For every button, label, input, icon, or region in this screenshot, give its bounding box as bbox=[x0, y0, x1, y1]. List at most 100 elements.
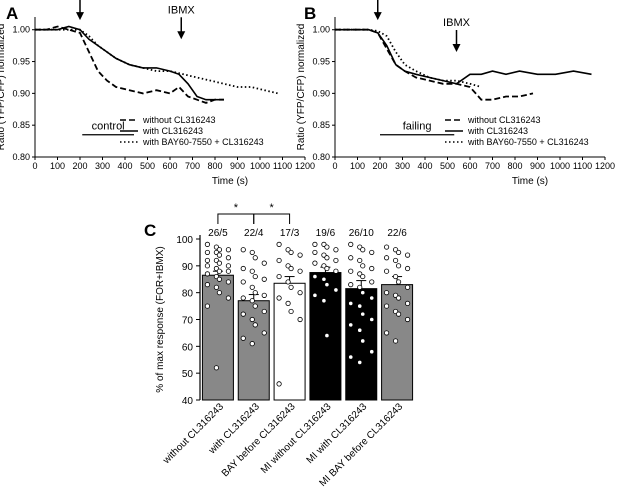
x-tick-label: 100 bbox=[350, 161, 365, 171]
data-point bbox=[216, 276, 223, 282]
data-point bbox=[360, 247, 366, 253]
x-tick-label: 800 bbox=[207, 161, 222, 171]
x-tick-label: 600 bbox=[162, 161, 177, 171]
data-point bbox=[204, 271, 211, 277]
x-tick-label: 600 bbox=[462, 161, 477, 171]
data-point bbox=[225, 255, 232, 261]
data-point bbox=[369, 279, 375, 285]
x-tick-label: 300 bbox=[95, 161, 110, 171]
data-point bbox=[383, 290, 390, 296]
data-point bbox=[312, 292, 318, 298]
n-label-5: 26/10 bbox=[349, 228, 374, 239]
data-point bbox=[252, 303, 258, 309]
data-point bbox=[348, 241, 354, 247]
data-point bbox=[249, 284, 255, 290]
x-tick-label: 0 bbox=[32, 161, 37, 171]
legend-entry-3: with BAY60-7550 + CL316243 bbox=[142, 137, 264, 147]
data-point bbox=[383, 330, 390, 336]
series-line-3 bbox=[35, 28, 279, 95]
significance-star-2: * bbox=[270, 202, 275, 214]
category-label-4: MI without CL316243 bbox=[259, 401, 334, 476]
data-point bbox=[213, 365, 220, 371]
data-point bbox=[297, 268, 303, 274]
annotation-arrow-head bbox=[452, 44, 461, 52]
data-point bbox=[357, 359, 363, 366]
data-point bbox=[324, 332, 330, 339]
data-point bbox=[348, 300, 354, 306]
data-point bbox=[216, 252, 223, 258]
y-tick-label: 1.00 bbox=[12, 25, 30, 35]
data-point bbox=[383, 303, 390, 309]
y-tick-label: 0.80 bbox=[12, 152, 30, 162]
data-point bbox=[360, 263, 366, 269]
y-axis-label: Ratio (YFP/CFP) normalized bbox=[0, 24, 7, 151]
data-point bbox=[348, 282, 354, 288]
data-point bbox=[395, 295, 402, 301]
data-point bbox=[348, 322, 354, 328]
y-tick-label: 0.95 bbox=[12, 57, 30, 67]
data-point bbox=[383, 255, 390, 261]
data-point bbox=[240, 311, 246, 317]
data-point bbox=[357, 257, 363, 264]
y-axis-label: Ratio (YFP/CFP) normalized bbox=[296, 24, 307, 151]
series-line-3 bbox=[335, 28, 482, 88]
x-tick-label: 1200 bbox=[295, 161, 315, 171]
data-point bbox=[204, 241, 211, 247]
data-point bbox=[357, 303, 363, 309]
x-tick-label: 500 bbox=[140, 161, 155, 171]
data-point bbox=[312, 241, 318, 247]
data-point bbox=[261, 260, 267, 266]
data-point bbox=[261, 330, 267, 336]
data-point bbox=[348, 255, 354, 261]
data-point bbox=[392, 257, 399, 264]
data-point bbox=[213, 284, 220, 290]
x-tick-label: 1100 bbox=[573, 161, 592, 171]
data-point bbox=[204, 263, 211, 269]
data-point bbox=[324, 244, 330, 250]
data-point bbox=[240, 247, 246, 253]
y-tick-label: 90 bbox=[182, 262, 194, 273]
y-tick-label: 100 bbox=[176, 235, 193, 246]
data-point bbox=[204, 249, 211, 256]
data-point bbox=[333, 247, 339, 253]
data-point bbox=[216, 290, 223, 296]
series-line-2 bbox=[35, 25, 224, 101]
x-axis-label: Time (s) bbox=[512, 176, 548, 187]
series-line-1 bbox=[335, 28, 534, 101]
data-point bbox=[312, 260, 318, 266]
y-tick-label: 0.90 bbox=[12, 88, 30, 98]
data-point bbox=[324, 265, 330, 272]
series-line-1 bbox=[35, 25, 224, 104]
x-tick-label: 200 bbox=[372, 161, 387, 171]
data-point bbox=[395, 249, 402, 256]
data-point bbox=[204, 282, 211, 288]
data-point bbox=[383, 244, 390, 250]
data-point bbox=[395, 311, 402, 317]
x-tick-label: 300 bbox=[395, 161, 410, 171]
data-point bbox=[404, 300, 411, 306]
data-point bbox=[392, 273, 399, 280]
legend-entry-1: without CL316243 bbox=[142, 115, 216, 125]
data-point bbox=[324, 255, 330, 261]
data-point bbox=[225, 247, 232, 253]
x-tick-label: 1200 bbox=[595, 161, 615, 171]
data-point bbox=[348, 354, 354, 360]
y-tick-label: 0.85 bbox=[12, 120, 30, 130]
data-point bbox=[369, 249, 375, 256]
data-point bbox=[288, 308, 294, 315]
n-label-3: 17/3 bbox=[280, 228, 300, 239]
series-line-2 bbox=[335, 28, 592, 85]
y-axis-label: % of max response (FOR+IBMX) bbox=[155, 246, 166, 392]
data-point bbox=[225, 279, 232, 285]
y-tick-label: 60 bbox=[182, 342, 194, 353]
data-point bbox=[324, 282, 330, 288]
data-point bbox=[395, 279, 402, 285]
data-point bbox=[285, 300, 291, 306]
category-label-5: MI with CL316243 bbox=[305, 401, 370, 466]
significance-star-1: * bbox=[234, 202, 239, 214]
legend-entry-3: with BAY60-7550 + CL316243 bbox=[467, 137, 589, 147]
data-point bbox=[392, 338, 399, 344]
x-tick-label: 500 bbox=[440, 161, 455, 171]
data-point bbox=[261, 308, 267, 315]
y-tick-label: 70 bbox=[182, 316, 194, 327]
